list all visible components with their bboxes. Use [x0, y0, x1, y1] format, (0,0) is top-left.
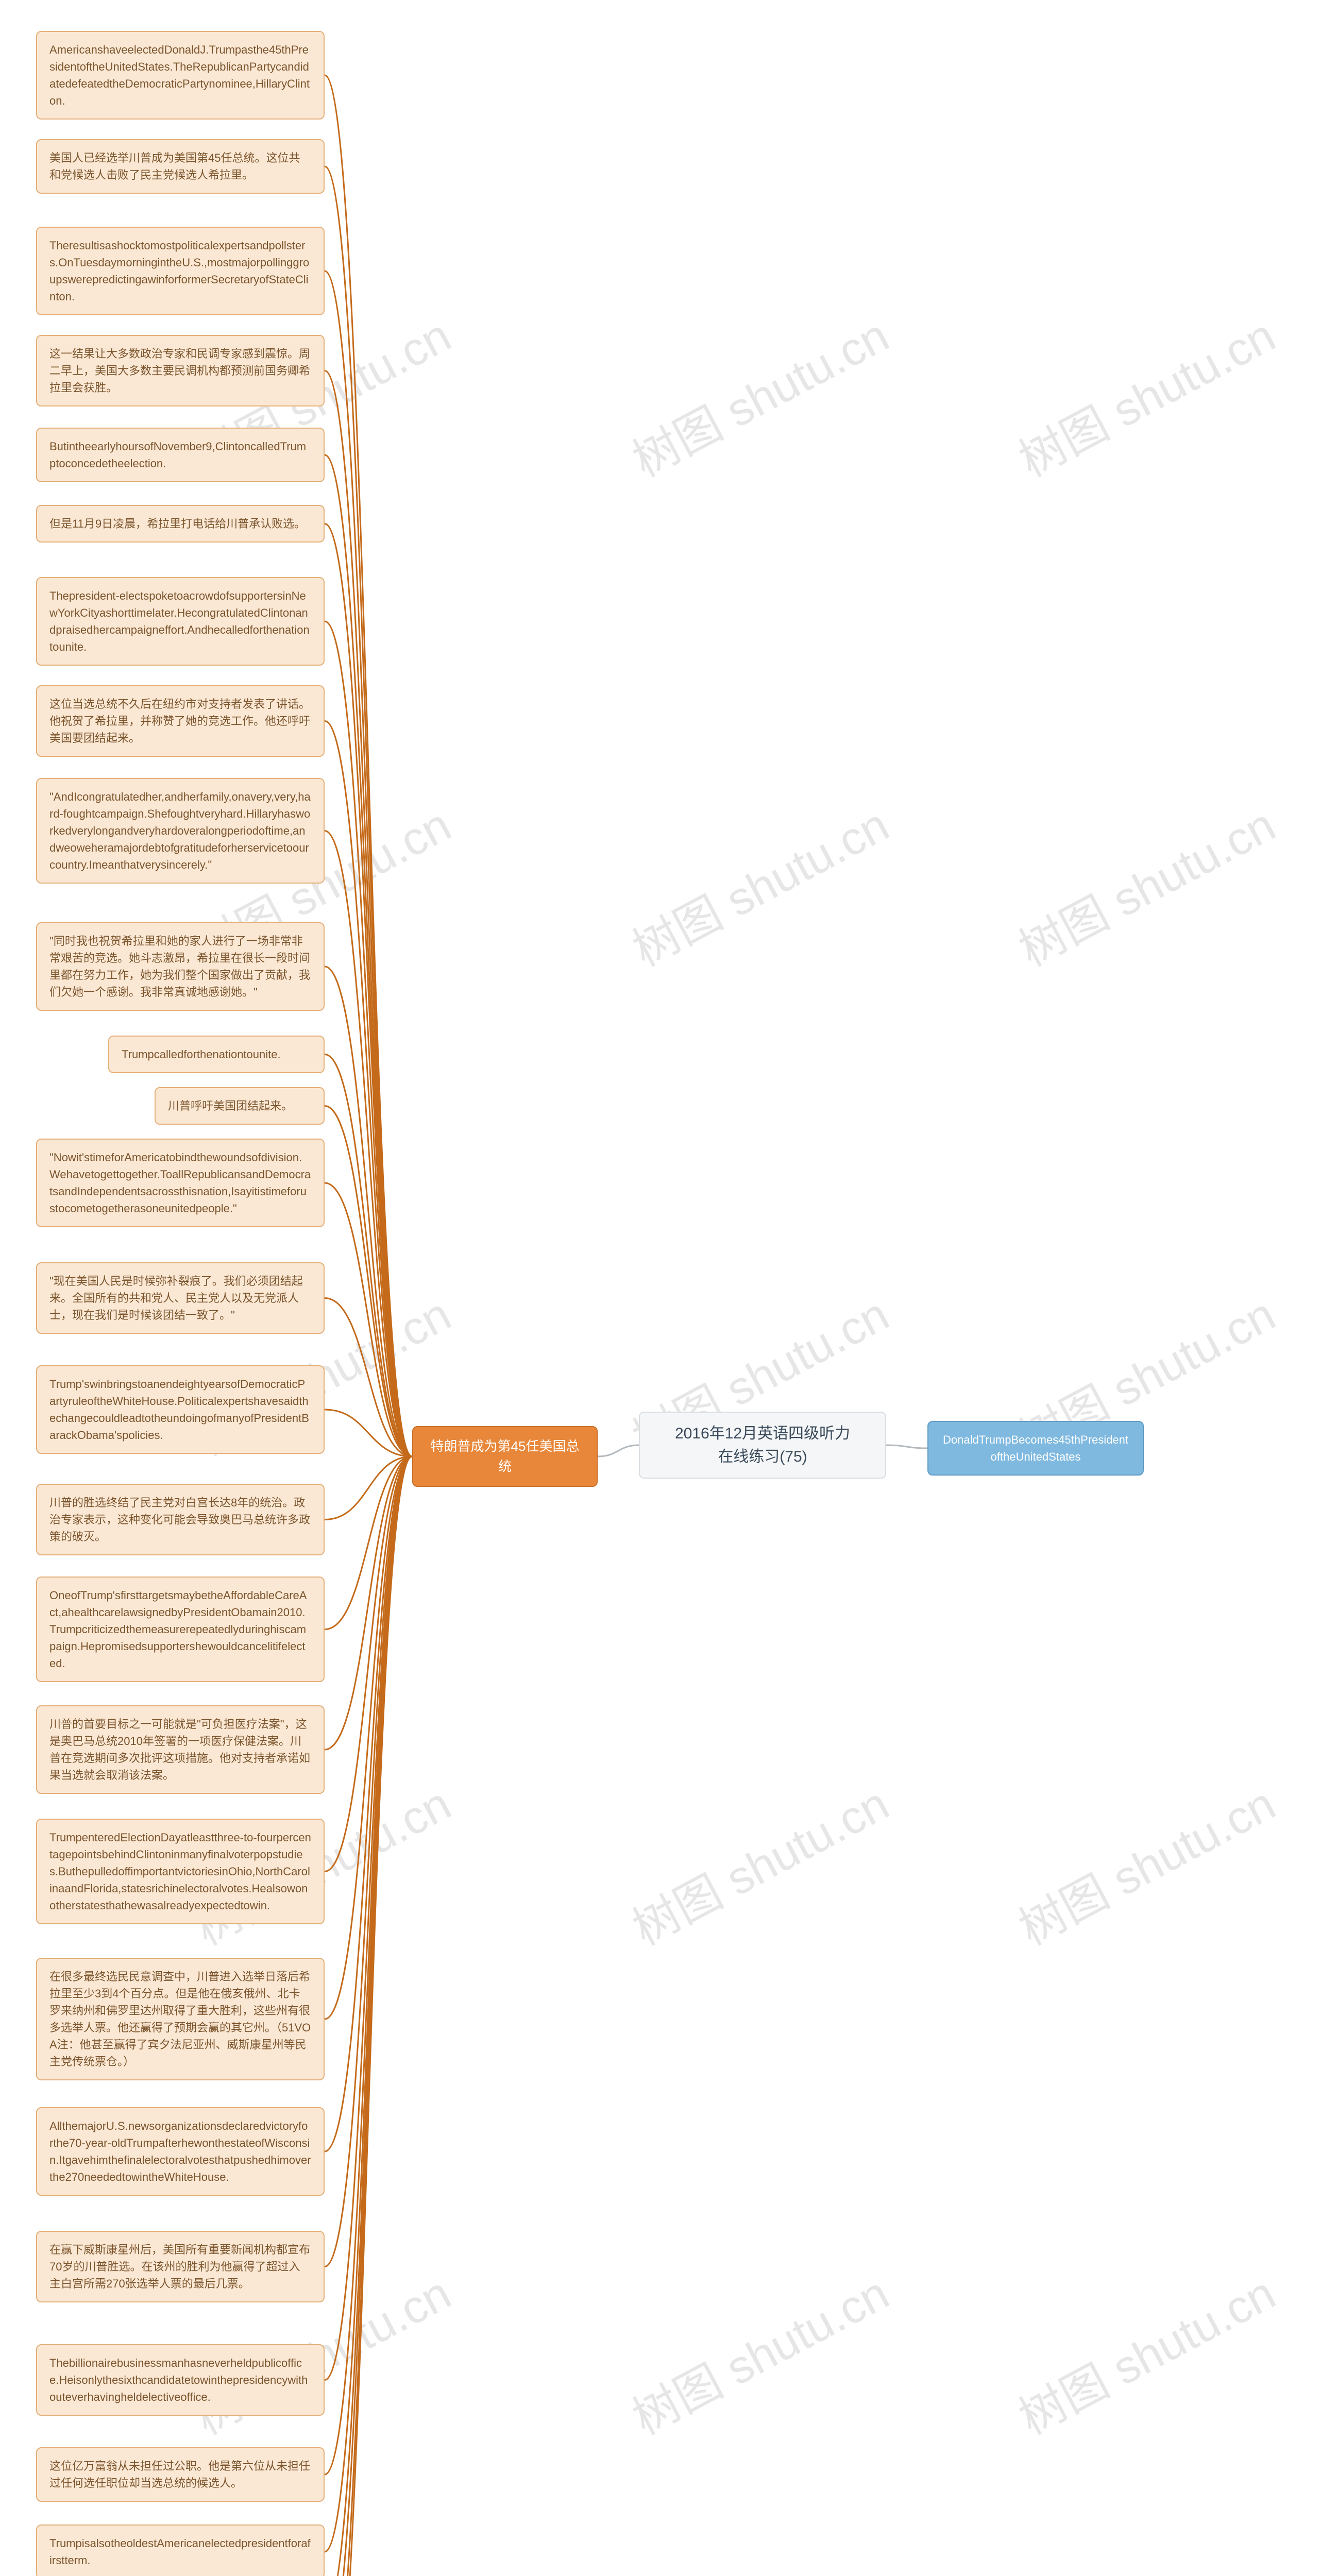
leaf-node[interactable]: 美国人已经选举川普成为美国第45任总统。这位共和党候选人击败了民主党候选人希拉里… [36, 139, 325, 194]
leaf-node[interactable]: 这位当选总统不久后在纽约市对支持者发表了讲话。他祝贺了希拉里，并称赞了她的竞选工… [36, 685, 325, 757]
leaf-text: 美国人已经选举川普成为美国第45任总统。这位共和党候选人击败了民主党候选人希拉里… [49, 151, 300, 181]
leaf-text: 但是11月9日凌晨，希拉里打电话给川普承认败选。 [49, 517, 306, 530]
leaf-node[interactable]: AllthemajorU.S.newsorganizationsdeclared… [36, 2107, 325, 2196]
leaf-node[interactable]: 在很多最终选民民意调查中，川普进入选举日落后希拉里至少3到4个百分点。但是他在俄… [36, 1958, 325, 2080]
leaf-text: Thebillionairebusinessmanhasneverheldpub… [49, 2357, 308, 2403]
leaf-node[interactable]: 川普的首要目标之一可能就是"可负担医疗法案"，这是奥巴马总统2010年签署的一项… [36, 1705, 325, 1794]
root-label-1: 2016年12月英语四级听力 [652, 1422, 873, 1445]
leaf-text: AllthemajorU.S.newsorganizationsdeclared… [49, 2120, 311, 2183]
leaf-text: 这位亿万富翁从未担任过公职。他是第六位从未担任过任何选任职位却当选总统的候选人。 [49, 2460, 310, 2489]
leaf-text: 川普的首要目标之一可能就是"可负担医疗法案"，这是奥巴马总统2010年签署的一项… [49, 1718, 310, 1782]
leaf-text: OneofTrump'sfirsttargetsmaybetheAffordab… [49, 1589, 307, 1670]
leaf-node[interactable]: 川普呼吁美国团结起来。 [155, 1087, 325, 1125]
leaf-node[interactable]: Thebillionairebusinessmanhasneverheldpub… [36, 2344, 325, 2416]
watermark: 树图 shutu.cn [1005, 2257, 1284, 2448]
leaf-text: 在赢下威斯康星州后，美国所有重要新闻机构都宣布70岁的川普胜选。在该州的胜利为他… [49, 2243, 310, 2290]
leaf-node[interactable]: 在赢下威斯康星州后，美国所有重要新闻机构都宣布70岁的川普胜选。在该州的胜利为他… [36, 2231, 325, 2302]
leaf-text: ButintheearlyhoursofNovember9,Clintoncal… [49, 440, 306, 470]
leaf-text: 川普呼吁美国团结起来。 [168, 1099, 293, 1112]
branch-blue[interactable]: DonaldTrumpBecomes45thPresidentoftheUnit… [927, 1421, 1144, 1476]
leaf-text: Trumpcalledforthenationtounite. [122, 1048, 281, 1061]
branch-orange-label: 特朗普成为第45任美国总统 [431, 1438, 580, 1474]
leaf-text: TrumpisalsotheoldestAmericanelectedpresi… [49, 2537, 311, 2567]
leaf-node[interactable]: 但是11月9日凌晨，希拉里打电话给川普承认败选。 [36, 505, 325, 543]
leaf-text: 在很多最终选民民意调查中，川普进入选举日落后希拉里至少3到4个百分点。但是他在俄… [49, 1970, 311, 2068]
leaf-node[interactable]: ButintheearlyhoursofNovember9,Clintoncal… [36, 428, 325, 482]
watermark: 树图 shutu.cn [619, 788, 898, 979]
mindmap-canvas: 树图 shutu.cn 树图 shutu.cn 树图 shutu.cn 树图 shut… [0, 0, 1319, 2576]
watermark: 树图 shutu.cn [619, 1767, 898, 1958]
watermark: 树图 shutu.cn [1005, 788, 1284, 979]
leaf-text: "Nowit'stimeforAmericatobindthewoundsofd… [49, 1151, 311, 1215]
leaf-node[interactable]: OneofTrump'sfirsttargetsmaybetheAffordab… [36, 1577, 325, 1682]
leaf-text: 这位当选总统不久后在纽约市对支持者发表了讲话。他祝贺了希拉里，并称赞了她的竞选工… [49, 698, 310, 744]
watermark: 树图 shutu.cn [1005, 299, 1284, 490]
leaf-node[interactable]: Theresultisashocktomostpoliticalexpertsa… [36, 227, 325, 315]
leaf-node[interactable]: AmericanshaveelectedDonaldJ.Trumpasthe45… [36, 31, 325, 120]
leaf-node[interactable]: "现在美国人民是时候弥补裂痕了。我们必须团结起来。全国所有的共和党人、民主党人以… [36, 1262, 325, 1334]
leaf-text: TrumpenteredElectionDayatleastthree-to-f… [49, 1831, 311, 1912]
leaf-node[interactable]: "Nowit'stimeforAmericatobindthewoundsofd… [36, 1139, 325, 1227]
leaf-node[interactable]: Trump'swinbringstoanendeightyearsofDemoc… [36, 1365, 325, 1454]
leaf-text: "同时我也祝贺希拉里和她的家人进行了一场非常非常艰苦的竞选。她斗志激昂，希拉里在… [49, 935, 310, 998]
leaf-node[interactable]: 这位亿万富翁从未担任过公职。他是第六位从未担任过任何选任职位却当选总统的候选人。 [36, 2447, 325, 2502]
leaf-node[interactable]: TrumpisalsotheoldestAmericanelectedpresi… [36, 2524, 325, 2576]
leaf-node[interactable]: 川普的胜选终结了民主党对白宫长达8年的统治。政治专家表示，这种变化可能会导致奥巴… [36, 1484, 325, 1555]
leaf-node[interactable]: Trumpcalledforthenationtounite. [108, 1036, 325, 1073]
leaf-node[interactable]: "同时我也祝贺希拉里和她的家人进行了一场非常非常艰苦的竞选。她斗志激昂，希拉里在… [36, 922, 325, 1011]
leaf-text: Theresultisashocktomostpoliticalexpertsa… [49, 239, 309, 303]
watermark: 树图 shutu.cn [1005, 1767, 1284, 1958]
leaf-node[interactable]: "AndIcongratulatedher,andherfamily,onave… [36, 778, 325, 884]
leaf-text: 这一结果让大多数政治专家和民调专家感到震惊。周二早上，美国大多数主要民调机构都预… [49, 347, 310, 394]
leaf-node[interactable]: TrumpenteredElectionDayatleastthree-to-f… [36, 1819, 325, 1924]
leaf-text: "AndIcongratulatedher,andherfamily,onave… [49, 790, 311, 871]
leaf-node[interactable]: 这一结果让大多数政治专家和民调专家感到震惊。周二早上，美国大多数主要民调机构都预… [36, 335, 325, 406]
root-node[interactable]: 2016年12月英语四级听力 在线练习(75) [639, 1412, 886, 1479]
leaf-text: AmericanshaveelectedDonaldJ.Trumpasthe45… [49, 43, 310, 107]
watermark: 树图 shutu.cn [619, 2257, 898, 2448]
leaf-text: Trump'swinbringstoanendeightyearsofDemoc… [49, 1378, 309, 1442]
watermark: 树图 shutu.cn [619, 299, 898, 490]
leaf-text: Thepresident-electspoketoacrowdofsupport… [49, 589, 310, 653]
root-label-2: 在线练习(75) [652, 1445, 873, 1468]
leaf-text: 川普的胜选终结了民主党对白宫长达8年的统治。政治专家表示，这种变化可能会导致奥巴… [49, 1496, 310, 1543]
leaf-node[interactable]: Thepresident-electspoketoacrowdofsupport… [36, 577, 325, 666]
branch-blue-label: DonaldTrumpBecomes45thPresidentoftheUnit… [943, 1433, 1128, 1463]
leaf-text: "现在美国人民是时候弥补裂痕了。我们必须团结起来。全国所有的共和党人、民主党人以… [49, 1275, 303, 1321]
branch-orange[interactable]: 特朗普成为第45任美国总统 [412, 1426, 598, 1487]
